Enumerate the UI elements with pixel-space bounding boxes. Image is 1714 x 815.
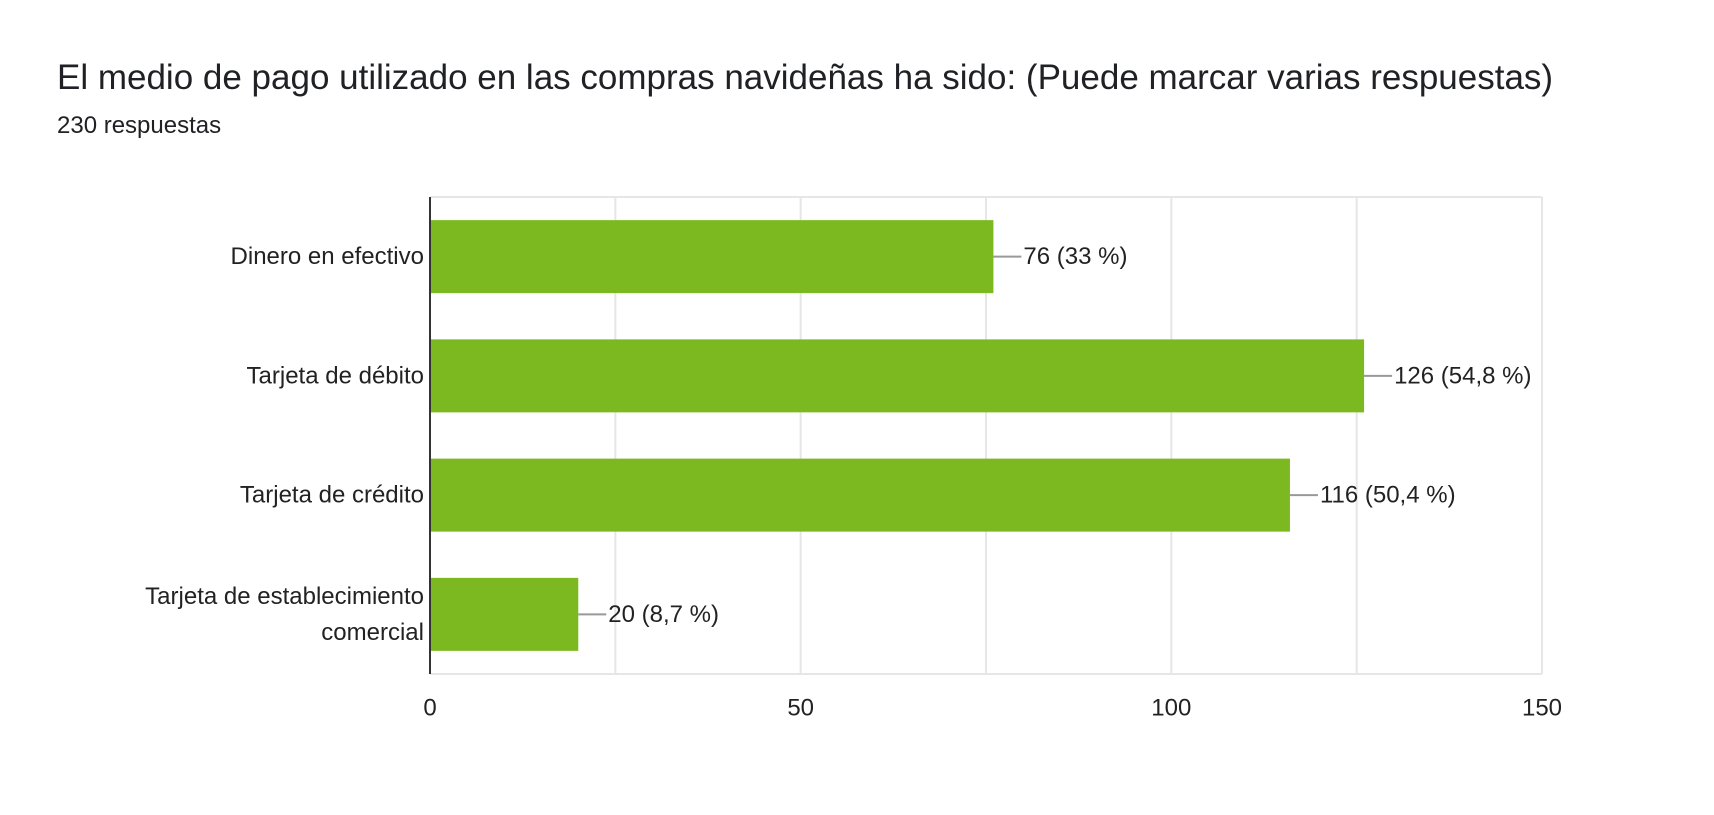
data-label: 20 (8,7 %) [608, 601, 719, 628]
category-label: Tarjeta de crédito [240, 482, 424, 509]
category-label: Tarjeta de débito [247, 362, 424, 389]
x-tick-label: 50 [787, 695, 814, 722]
bar [430, 577, 579, 651]
chart-header: El medio de pago utilizado en las compra… [57, 56, 1553, 140]
bar [430, 220, 994, 294]
bar [430, 458, 1290, 532]
x-tick-label: 100 [1151, 695, 1191, 722]
data-label: 126 (54,8 %) [1394, 362, 1531, 389]
category-label: comercial [321, 619, 424, 646]
category-label: Dinero en efectivo [231, 243, 424, 270]
x-tick-label: 150 [1522, 695, 1562, 722]
x-tick-label: 0 [423, 695, 436, 722]
chart-title: El medio de pago utilizado en las compra… [57, 58, 1554, 97]
data-label: 76 (33 %) [1023, 243, 1127, 270]
bar [430, 339, 1365, 413]
category-label: Tarjeta de establecimiento [145, 583, 424, 610]
data-label: 116 (50,4 %) [1320, 482, 1456, 509]
response-count: 230 respuestas [57, 112, 222, 139]
